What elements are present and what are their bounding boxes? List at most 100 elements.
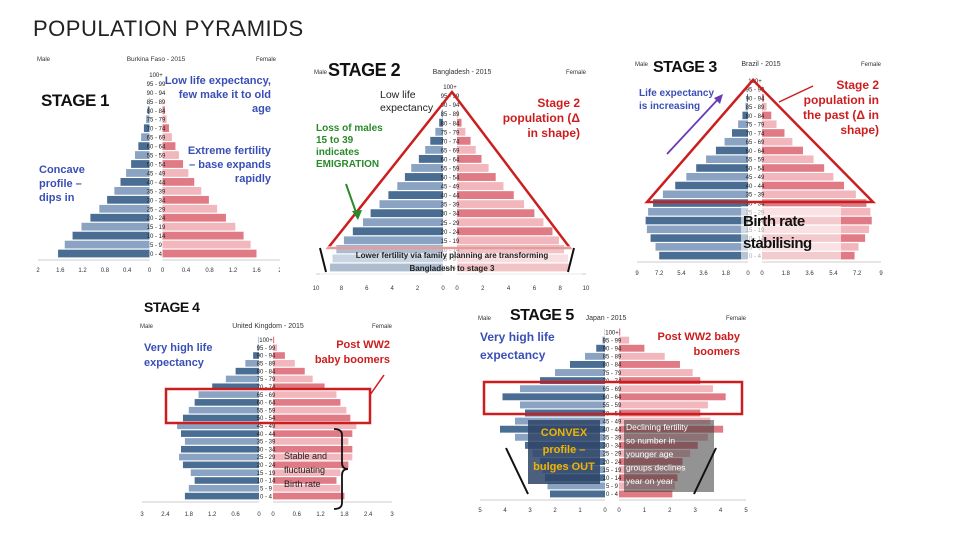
female-bar-4 [619,360,680,368]
female-bar-6 [619,377,701,385]
age-label-17: 15 - 19 [147,225,166,231]
annotation-life-expectancy: Very high life expectancy [144,342,212,369]
age-label-15: 25 - 29 [257,455,276,461]
male-bar-20 [58,249,150,258]
age-label-10: 50 - 54 [746,166,765,172]
male-bar-3 [585,352,605,360]
chart-title: Japan - 2015 [586,315,627,322]
age-label-3: 85 - 89 [257,362,276,368]
male-bar-5 [146,115,150,124]
female-bar-14 [273,445,353,453]
female-bar-9 [162,151,179,159]
male-bar-12 [675,181,748,190]
pyramid-panel-burkina-faso: Burkina Faso - 2015 Male Female 100+ 95 -… [33,50,280,280]
age-label-1: 95 - 99 [147,82,166,88]
age-label-14: 30 - 34 [257,447,276,453]
female-bar-2 [762,94,764,102]
baby-boomers-box [482,380,744,416]
x-tick-label-2: 1.2 [78,268,87,274]
age-label-7: 65 - 69 [603,387,622,393]
male-bar-3 [148,97,150,106]
female-bar-12 [162,178,195,186]
stage-label: STAGE 5 [510,307,574,324]
female-bar-5 [619,369,693,376]
male-bar-11 [686,172,748,181]
x-tick-label-4: 0.4 [123,268,132,274]
male-bar-10 [404,173,443,181]
male-bar-19 [547,482,605,490]
x-tick-label-5: 0 [603,508,607,514]
pyramid-panel-united-kingdom: United Kingdom - 2015 Male Female 100+ 95… [138,295,396,520]
x-tick-label-6: 0 [271,512,275,518]
male-bar-7 [520,385,605,393]
x-tick-label-4: 0.6 [231,512,240,518]
x-tick-label-3: 2 [553,508,557,514]
male-bar-20 [550,490,605,498]
annotation-stage2: Stage 2 population (Δ in shape) [503,96,581,140]
male-bar-10 [182,414,259,422]
annotation-birth-rate: Birth rate stabilising [743,213,812,252]
female-bar-8 [762,146,803,155]
age-label-3: 85 - 89 [441,112,460,118]
age-label-2: 90 - 94 [147,91,166,97]
male-label: Male [37,57,51,63]
chart-title: Burkina Faso - 2015 [127,56,186,63]
x-tick-label-7: 1 [643,508,647,514]
life-expectancy-arrow [666,95,722,155]
x-tick-label-11: 10 [583,286,590,292]
x-tick-label-9: 5.4 [829,271,838,277]
age-label-17: 15 - 19 [257,471,276,477]
female-bar-19 [162,240,251,249]
age-label-9: 55 - 59 [147,154,166,160]
pyramid-panel-brazil: Brazil - 2015 Male Female 100+ 95 - 99 90 … [633,50,883,280]
x-tick-label-6: 0 [161,268,165,274]
male-bar-19 [64,240,150,249]
page-title: POPULATION PYRAMIDS [33,16,304,41]
x-tick-label-4: 1 [578,508,582,514]
x-tick-label-0: 10 [313,286,320,292]
male-bar-17 [190,469,259,476]
male-bar-2 [596,344,605,352]
female-bar-3 [162,97,164,106]
male-bar-10 [696,164,748,172]
age-label-10: 50 - 54 [441,176,460,182]
convex-box [528,420,600,484]
female-bar-16 [457,227,553,236]
age-label-5: 75 - 79 [441,130,460,136]
age-label-9: 55 - 59 [603,403,622,409]
male-bar-4 [570,360,605,368]
male-bar-5 [435,127,443,136]
female-bar-12 [762,181,844,190]
x-tick-label-3: 4 [391,286,395,292]
female-bar-3 [762,102,767,111]
male-bar-17 [81,222,150,231]
female-bar-8 [619,393,726,401]
female-bar-14 [162,195,209,204]
age-label-10: 50 - 54 [147,163,166,169]
female-bar-8 [273,399,341,406]
age-label-0: 100+ [259,338,273,344]
age-label-7: 65 - 69 [257,393,276,399]
female-bar-7 [457,145,476,154]
age-label-13: 35 - 39 [147,189,166,195]
x-tick-label-8: 1.2 [316,512,325,518]
x-tick-label-1: 4 [503,508,507,514]
male-bar-17 [343,236,443,245]
age-label-13: 35 - 39 [441,203,460,209]
female-bar-3 [273,360,295,367]
female-bar-10 [762,164,825,172]
age-label-0: 100+ [443,85,457,91]
male-bar-14 [107,195,150,204]
male-bar-1 [602,336,605,344]
female-bar-4 [273,367,305,375]
age-label-4: 80 - 84 [603,363,622,369]
female-bar-18 [273,477,337,484]
x-tick-label-10: 8 [559,286,563,292]
stage-label: STAGE 3 [653,59,717,76]
male-bar-20 [659,251,748,260]
male-bar-6 [540,377,605,385]
female-bar-4 [162,106,165,115]
male-bar-18 [72,231,150,240]
male-bar-12 [388,191,443,200]
female-bar-6 [273,383,325,391]
